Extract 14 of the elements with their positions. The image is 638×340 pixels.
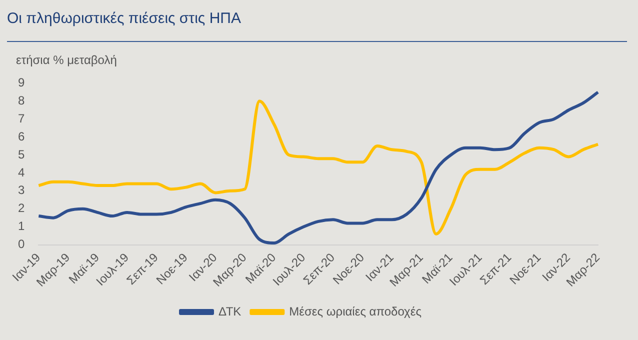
- y-tick-label: 4: [18, 165, 25, 180]
- y-axis-title: ετήσια % μεταβολή: [16, 53, 117, 67]
- y-tick-label: 2: [18, 201, 25, 216]
- y-tick-label: 6: [18, 129, 25, 144]
- legend-label: Μέσες ωριαίες αποδοχές: [289, 304, 422, 318]
- y-tick-label: 9: [18, 76, 25, 90]
- y-tick-label: 5: [18, 147, 25, 162]
- y-tick-label: 3: [18, 183, 25, 198]
- y-tick-label: 0: [18, 237, 25, 252]
- y-tick-label: 1: [18, 219, 25, 234]
- chart-title: Οι πληθωριστικές πιέσεις στις ΗΠΑ: [7, 10, 242, 27]
- legend-label: ΔΤΚ: [218, 304, 242, 318]
- y-tick-label: 8: [18, 93, 25, 108]
- y-tick-label: 7: [18, 111, 25, 126]
